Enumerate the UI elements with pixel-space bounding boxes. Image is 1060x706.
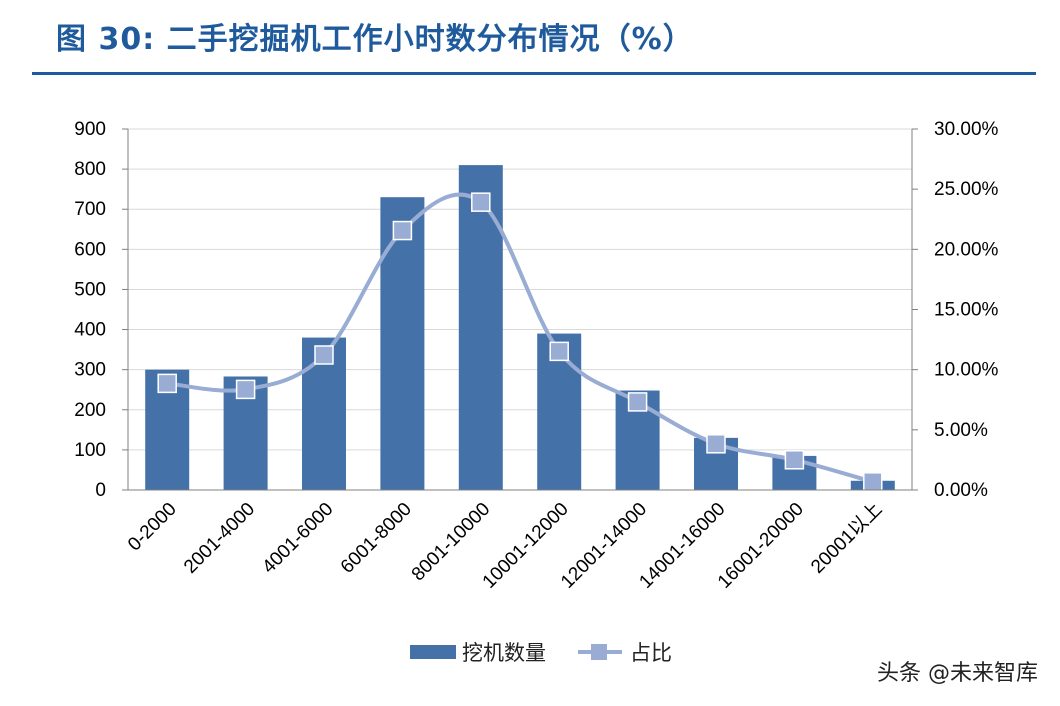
y-tick-label: 300	[74, 360, 106, 381]
title-divider	[32, 72, 1036, 75]
line-marker	[314, 345, 334, 365]
y2-tick-label: 30.00%	[934, 119, 999, 140]
legend-label-bar: 挖机数量	[462, 642, 546, 665]
line-marker	[863, 472, 883, 492]
line-marker	[706, 434, 726, 454]
y2-tick-label: 25.00%	[934, 179, 999, 200]
legend-swatch-marker	[591, 644, 607, 660]
y-tick-label: 200	[74, 400, 106, 421]
x-tick-label: 8001-10000	[408, 499, 495, 586]
y2-tick-label: 5.00%	[934, 420, 988, 441]
line-marker	[392, 220, 413, 241]
y-tick-label: 100	[74, 440, 106, 461]
watermark: 头条 @未来智库	[877, 661, 1038, 686]
x-tick-label: 0-2000	[124, 499, 181, 556]
line-marker	[235, 379, 256, 400]
y2-tick-label: 0.00%	[934, 480, 988, 501]
line-marker	[157, 373, 177, 394]
x-tick-label: 4001-6000	[258, 499, 337, 578]
bar	[458, 165, 503, 490]
legend-label-line: 占比	[630, 642, 672, 665]
legend-swatch-bar	[410, 645, 456, 659]
x-tick-label: 20001以上	[807, 498, 887, 578]
y2-tick-label: 15.00%	[934, 300, 999, 321]
y2-tick-label: 20.00%	[934, 239, 999, 260]
bar	[380, 197, 425, 490]
y2-tick-label: 10.00%	[934, 360, 999, 381]
line-marker	[549, 341, 569, 362]
y-tick-label: 600	[74, 239, 106, 260]
line-marker	[627, 392, 648, 412]
y-tick-label: 700	[74, 199, 106, 220]
y-tick-label: 400	[74, 320, 106, 341]
line-marker	[471, 192, 491, 212]
x-tick-label: 2001-4000	[180, 499, 259, 578]
line-series-zhanbi	[167, 192, 874, 484]
y-tick-label: 900	[74, 119, 106, 140]
y-tick-label: 500	[74, 279, 106, 300]
y-tick-label: 800	[74, 159, 106, 180]
x-tick-label: 6001-8000	[337, 499, 416, 578]
line-marker	[784, 450, 805, 470]
y-tick-label: 0	[95, 480, 106, 501]
chart-title: 图 30: 二手挖掘机工作小时数分布情况（%）	[56, 22, 694, 57]
